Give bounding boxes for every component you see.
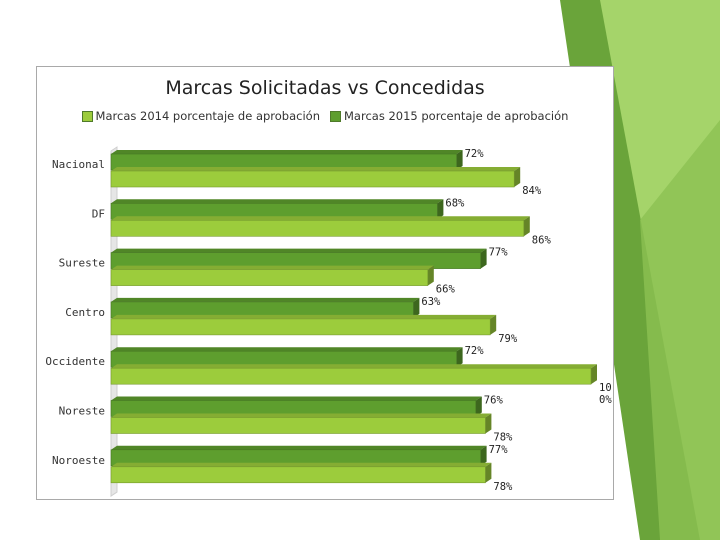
data-label-2014-2: 66% xyxy=(436,284,456,296)
bar-2014-1 xyxy=(110,220,525,237)
data-label-2015-1: 68% xyxy=(445,197,465,209)
data-label-line-0-5-0: 78% xyxy=(493,432,513,444)
bar-top-1-0 xyxy=(111,150,463,154)
data-label-2014-0: 84% xyxy=(522,185,542,197)
bar-top-0-5 xyxy=(111,413,492,418)
data-label-line-0-3-0: 79% xyxy=(498,333,518,345)
bar-side-0-0 xyxy=(514,167,521,187)
data-label-line-1-0-0: 72% xyxy=(465,148,485,160)
data-label-line-0-2-0: 66% xyxy=(436,284,456,296)
chart-title: Marcas Solicitadas vs Concedidas xyxy=(165,77,485,99)
category-label-0: Nacional xyxy=(52,158,105,171)
bar-top-0-0 xyxy=(111,167,521,171)
legend-label-2015: Marcas 2015 porcentaje de aprobación xyxy=(344,109,569,123)
bar-top-0-1 xyxy=(111,216,530,221)
data-label-2015-5: 76% xyxy=(484,395,504,407)
legend: Marcas 2014 porcentaje de aprobación Mar… xyxy=(37,109,613,123)
bar-top-0-2 xyxy=(111,265,434,270)
legend-entry-2014: Marcas 2014 porcentaje de aprobación xyxy=(81,109,320,123)
data-label-line-0-4-0: 10 xyxy=(599,382,612,394)
data-label-line-1-4-0: 72% xyxy=(465,345,485,357)
data-label-2015-3: 63% xyxy=(421,296,441,308)
bar-top-1-3 xyxy=(111,297,420,302)
bar-side-0-4 xyxy=(591,364,597,385)
bar-side-1-0 xyxy=(456,150,463,170)
bar-top-1-5 xyxy=(111,396,482,401)
bar-side-0-6 xyxy=(485,462,492,483)
data-label-line-0-6-0: 78% xyxy=(493,481,513,493)
bar-side-1-3 xyxy=(413,297,420,318)
bar-side-0-5 xyxy=(485,413,492,434)
data-label-line-1-2-0: 77% xyxy=(489,247,509,259)
bar-side-0-2 xyxy=(427,265,434,286)
plot-area: Nacional 72% 84% DF 68% 86% Sureste 77% 66% Centr… xyxy=(45,146,612,498)
data-label-line-1-5-0: 76% xyxy=(484,395,504,407)
category-label-2: Sureste xyxy=(59,257,105,270)
data-label-line-0-4-1: 0% xyxy=(599,394,612,406)
data-label-2015-2: 77% xyxy=(489,247,509,259)
data-label-line-0-0-0: 84% xyxy=(522,185,542,197)
legend-swatch-2015 xyxy=(330,110,341,122)
bar-top-1-6 xyxy=(111,445,487,450)
chart-frame: Marcas Solicitadas vs Concedidas Marcas … xyxy=(36,66,614,500)
bar-2014-2 xyxy=(110,269,429,286)
bar-side-1-2 xyxy=(480,248,487,269)
legend-label-2014: Marcas 2014 porcentaje de aprobación xyxy=(95,109,320,123)
data-label-2014-6: 78% xyxy=(493,481,513,493)
data-label-2014-3: 79% xyxy=(498,333,518,345)
bar-top-1-4 xyxy=(111,347,463,352)
data-label-line-1-1-0: 68% xyxy=(445,197,465,209)
bar-2014-3 xyxy=(110,318,491,336)
bar-side-0-1 xyxy=(523,216,530,237)
data-label-2015-6: 77% xyxy=(489,444,509,456)
legend-swatch-2014 xyxy=(81,110,93,122)
bar-side-1-4 xyxy=(456,347,463,368)
bar-2014-4 xyxy=(110,367,592,385)
bar-side-1-6 xyxy=(480,445,487,466)
data-label-2015-0: 72% xyxy=(465,148,485,160)
legend-entry-2015: Marcas 2015 porcentaje de aprobación xyxy=(330,109,568,123)
data-label-2015-4: 72% xyxy=(465,345,485,357)
category-label-5: Noreste xyxy=(59,405,105,418)
data-label-2014-1: 86% xyxy=(532,234,552,246)
bar-2014-0 xyxy=(110,170,515,188)
slide-decor-mid xyxy=(640,120,720,540)
data-label-2014-5: 78% xyxy=(493,432,513,444)
bar-2014-5 xyxy=(110,417,486,434)
data-label-line-1-3-0: 63% xyxy=(421,296,441,308)
bar-top-0-6 xyxy=(111,462,492,467)
bar-side-0-3 xyxy=(490,314,497,335)
bar-top-1-2 xyxy=(111,248,487,253)
bar-top-1-1 xyxy=(111,199,444,204)
data-label-2014-4: 10 0% xyxy=(599,382,612,406)
data-label-line-1-6-0: 77% xyxy=(489,444,509,456)
category-label-4: Occidente xyxy=(45,355,105,368)
bar-top-0-3 xyxy=(111,314,497,319)
category-label-3: Centro xyxy=(65,306,105,319)
bar-side-1-5 xyxy=(475,396,482,417)
bar-side-1-1 xyxy=(437,199,444,220)
category-label-6: Noroeste xyxy=(52,454,105,467)
data-label-line-0-1-0: 86% xyxy=(532,234,552,246)
bar-top-0-4 xyxy=(111,364,597,369)
category-label-1: DF xyxy=(92,207,105,220)
bar-2014-6 xyxy=(110,466,486,484)
